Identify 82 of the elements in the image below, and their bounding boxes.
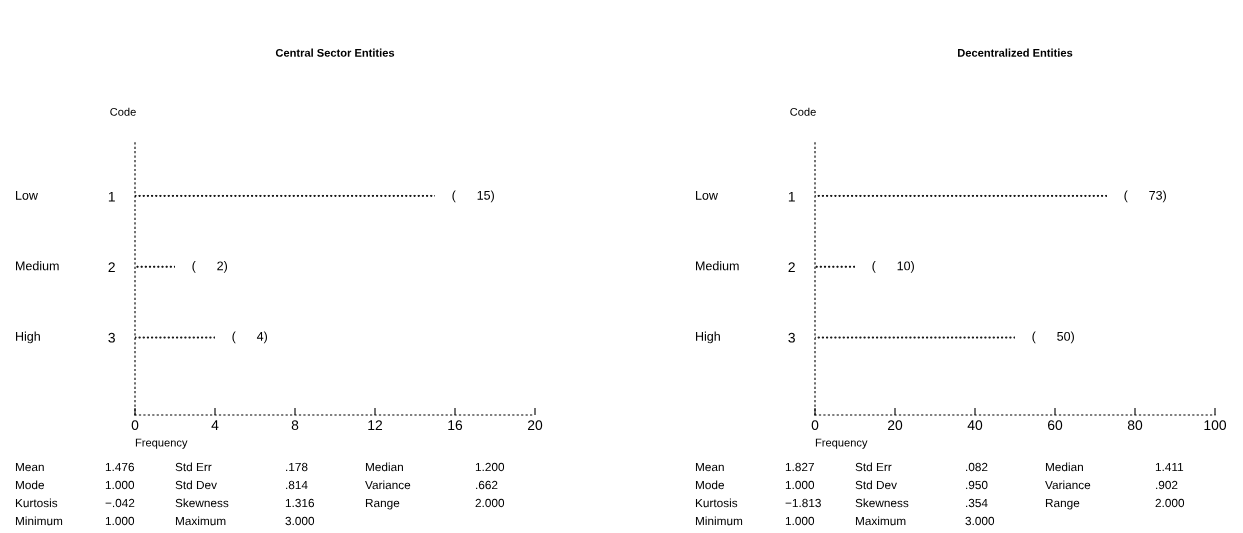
text: −1.813 [785,498,821,508]
text: .814 [286,480,308,490]
text: Range [1045,498,1080,510]
data-label: ( 50) [1032,331,1074,344]
text: 1.200 [475,462,505,472]
text: Mode [15,480,45,490]
x-axis-title: Frequency [815,438,868,449]
bar [135,265,175,269]
text: 1.000 [785,480,815,490]
text: Variance [365,480,411,490]
y-axis-title: Code [790,107,816,116]
text: Kurtosis [695,498,738,508]
text: 3.000 [285,516,315,526]
data-label: ( 4) [232,331,268,344]
x-tick-label: 8 [291,420,299,431]
text: High [696,331,720,344]
data-label: ( 15) [452,190,494,203]
text: 1.000 [785,516,815,526]
text: .354 [966,498,988,508]
y-tick-label: 2 [108,262,115,272]
x-tick-label: 12 [368,420,383,430]
text: Low [16,191,38,200]
text: Std Err [175,462,212,472]
text: Median [365,462,403,472]
x-tick-label: 0 [131,420,139,431]
text: Mode [695,480,725,490]
chart-title: Decentralized Entities [958,48,1073,57]
x-tick-label: 20 [887,420,903,431]
text: Minimum [695,516,743,526]
x-tick-label: 40 [967,420,983,431]
text: 3.000 [965,516,995,526]
text: Std Dev [855,480,897,490]
text: −.042 [105,498,135,508]
text: High [16,331,40,344]
text: Medium [696,261,739,271]
text: Skewness [175,498,229,508]
x-tick-label: 4 [211,420,219,430]
x-tick-label: 16 [448,420,463,431]
y-tick-label: 3 [788,332,795,343]
text: .178 [286,462,308,472]
text: 2.000 [1155,498,1185,508]
text: Mean [15,462,44,472]
text: 1.411 [1155,462,1184,472]
chart-title: Central Sector Entities [275,48,395,57]
text: 1.000 [105,516,135,526]
text: Range [365,498,400,510]
y-axis-title: Code [110,107,136,116]
text: Skewness [855,498,909,508]
text: Maximum [855,516,906,526]
y-tick-label: 2 [788,262,795,272]
x-tick-label: 0 [811,420,819,431]
text: Median [1045,462,1083,472]
data-label: ( 73) [1124,190,1166,203]
text: 1.000 [105,480,135,490]
text: 2.000 [475,498,505,508]
text: Std Dev [175,480,217,490]
x-tick-label: 20 [527,420,543,431]
text: 1.316 [285,498,315,508]
x-tick-label: 100 [1204,420,1227,431]
text: Medium [16,261,59,271]
x-axis-title: Frequency [135,438,188,449]
text: Low [696,191,718,200]
text: .902 [1156,480,1178,490]
text: .950 [966,480,988,490]
text: .662 [476,480,498,490]
text: 1.827 [785,462,814,472]
text: Variance [1045,480,1091,490]
x-tick-label: 60 [1047,420,1063,431]
text: Std Err [855,462,892,472]
data-label: ( 10) [872,261,914,273]
bar [815,265,855,269]
text: .082 [966,462,988,472]
y-tick-label: 1 [108,191,115,202]
y-tick-label: 3 [108,332,115,343]
text: 1.476 [105,462,135,472]
x-tick-label: 80 [1127,420,1143,431]
text: Maximum [175,516,226,526]
text: Kurtosis [15,498,58,508]
y-tick-label: 1 [788,191,795,202]
data-label: ( 2) [192,261,228,273]
text: Mean [695,462,724,472]
text: Minimum [15,516,63,526]
